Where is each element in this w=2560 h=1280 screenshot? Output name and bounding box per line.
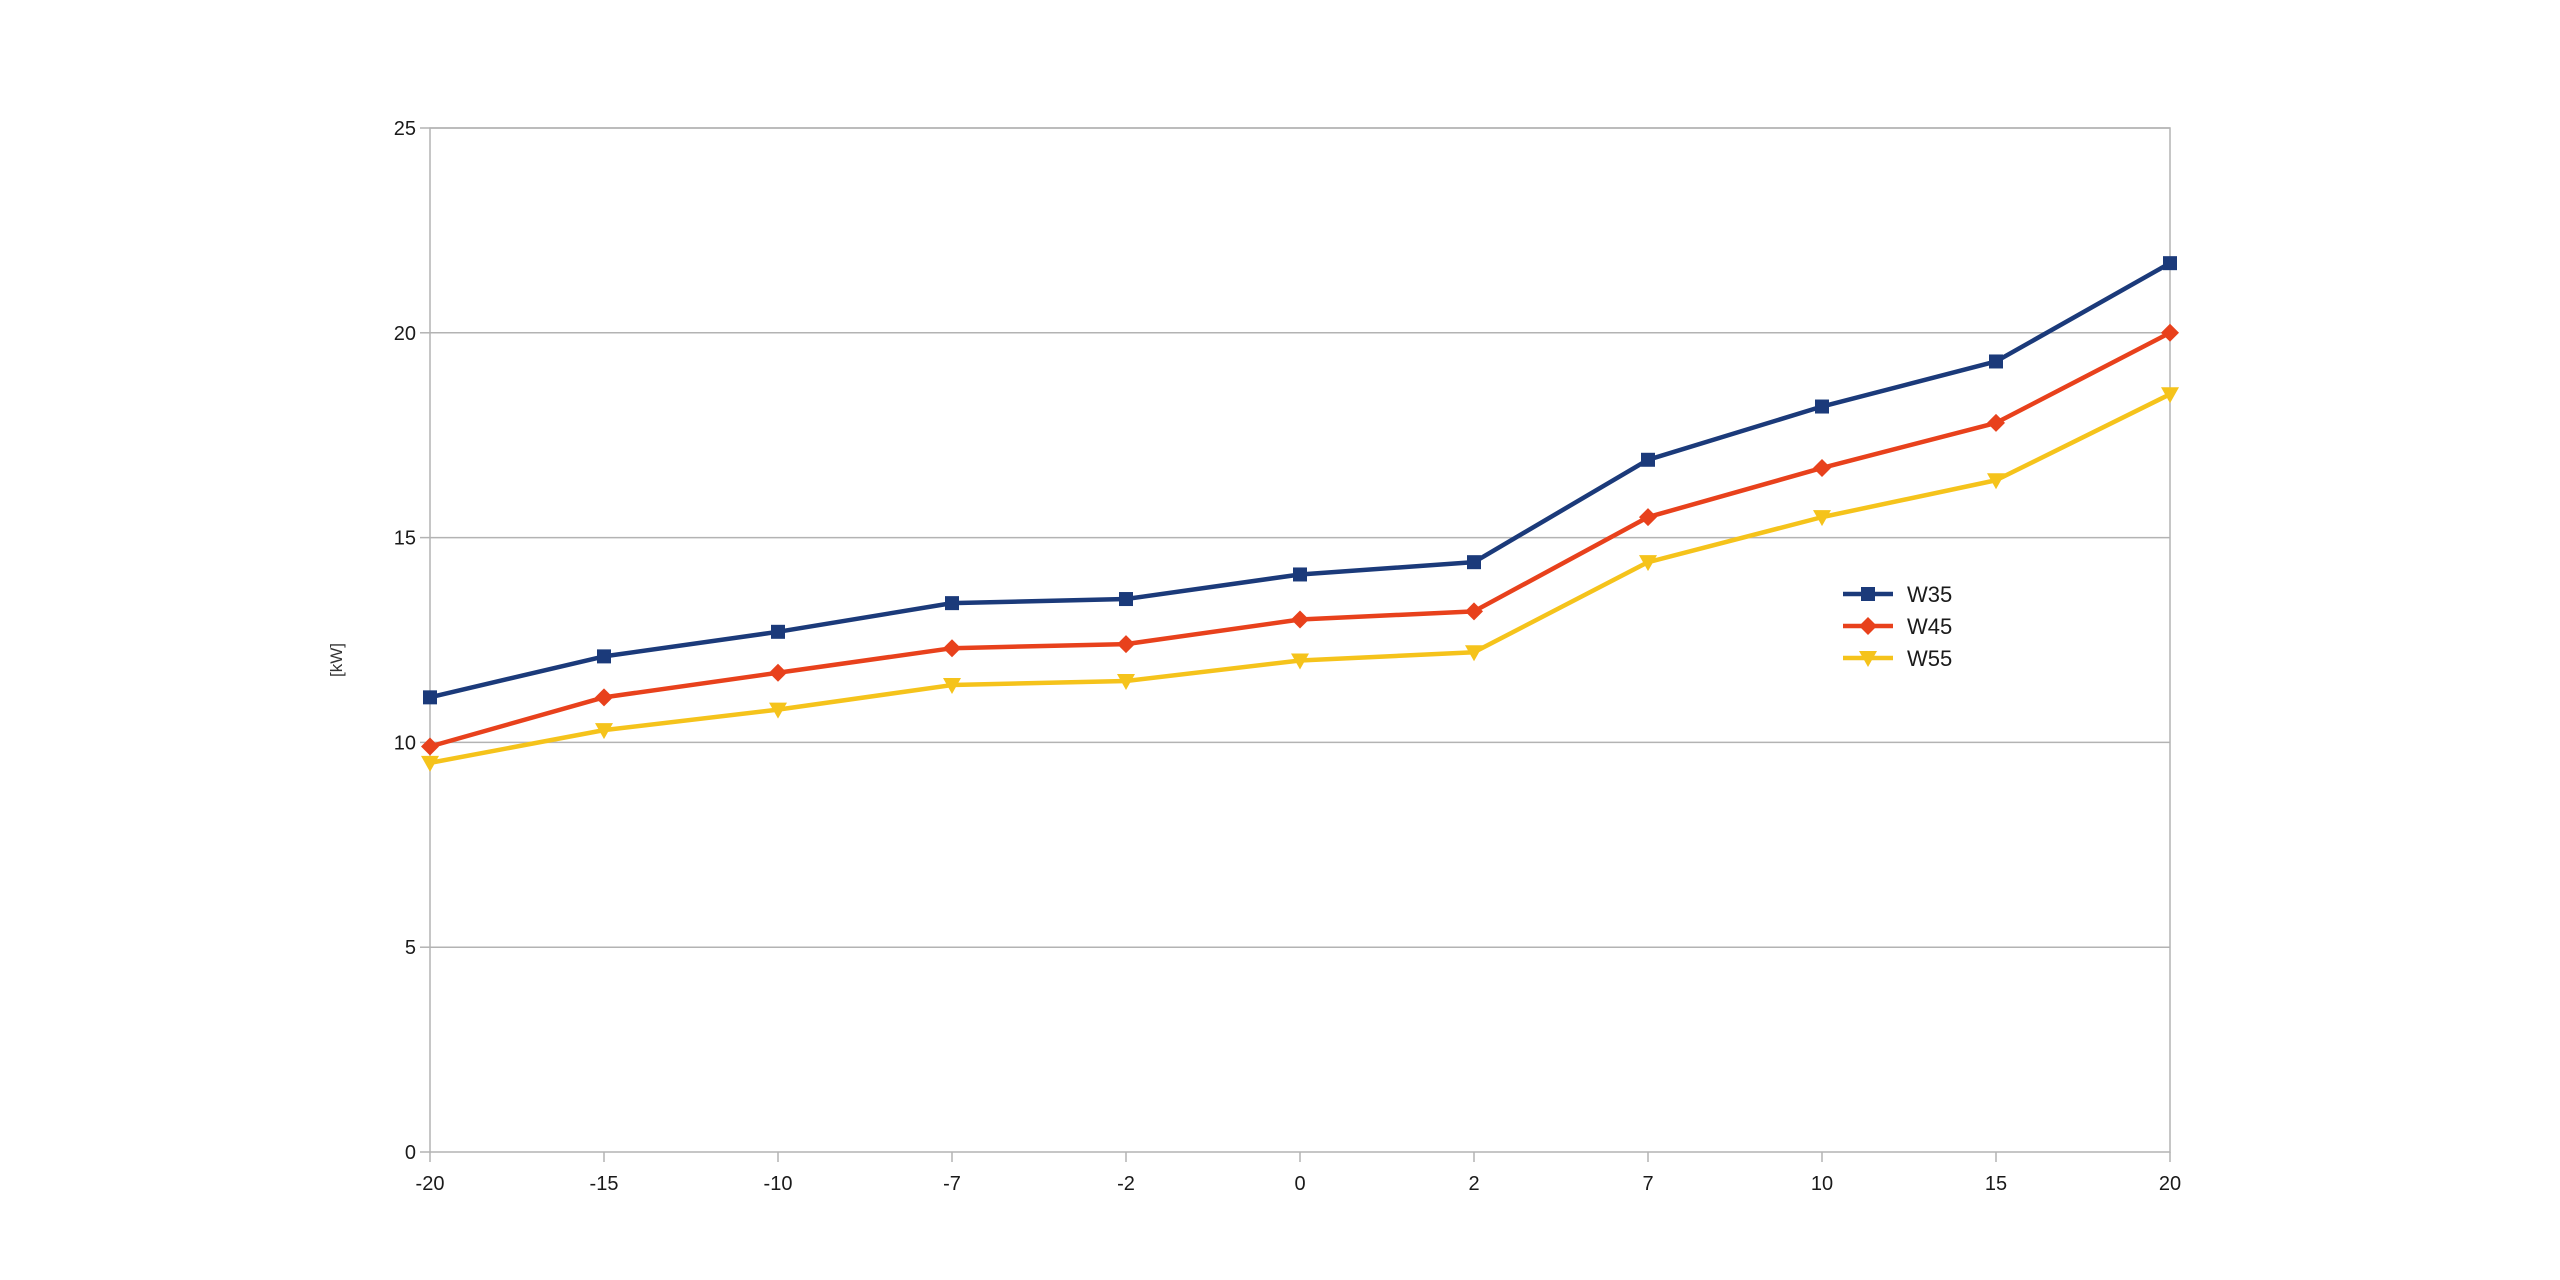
data-point: [1467, 555, 1481, 570]
x-tick-label: 10: [1811, 1173, 1833, 1195]
data-point: [1293, 567, 1307, 582]
data-point: [2161, 387, 2179, 404]
data-point: [1291, 653, 1309, 670]
x-tick-label: 15: [1985, 1173, 2007, 1195]
data-point: [1987, 473, 2005, 490]
y-tick-label: 15: [394, 528, 416, 550]
series-w45: [421, 323, 2179, 756]
legend-label: W45: [1907, 614, 1952, 639]
y-tick-label: 20: [394, 323, 416, 345]
x-tick-label: 0: [1294, 1173, 1305, 1195]
data-point: [1813, 510, 1831, 527]
data-point: [1639, 508, 1657, 527]
data-point: [1987, 413, 2005, 432]
data-point: [2161, 323, 2179, 342]
data-point: [1815, 399, 1829, 414]
x-tick-label: -20: [416, 1173, 445, 1195]
data-point: [769, 663, 787, 682]
legend-item-w55: W55: [1843, 646, 1952, 671]
data-point: [597, 649, 611, 664]
y-tick-label: 0: [405, 1142, 416, 1164]
data-point: [769, 702, 787, 719]
data-point: [1813, 458, 1831, 477]
y-tick-label: 5: [405, 937, 416, 959]
data-point: [1117, 635, 1135, 654]
legend-label: W55: [1907, 646, 1952, 671]
y-tick-labels: 0 5 10 15 20 25: [394, 118, 416, 1164]
data-point: [945, 596, 959, 611]
data-point: [1641, 452, 1655, 467]
x-tick-label: 2: [1468, 1173, 1479, 1195]
data-point: [943, 639, 961, 658]
data-point: [771, 624, 785, 639]
data-point: [1465, 645, 1483, 662]
legend: W35 W45 W55: [1843, 582, 1952, 671]
x-tick-label: -15: [590, 1173, 619, 1195]
data-point: [595, 688, 613, 707]
y-axis-title: [kW]: [327, 643, 346, 677]
x-tick-label: -2: [1117, 1173, 1135, 1195]
legend-label: W35: [1907, 582, 1952, 607]
legend-item-w45: W45: [1843, 614, 1952, 639]
legend-swatch-marker: [1861, 587, 1875, 601]
data-point: [421, 737, 439, 756]
data-point: [1291, 610, 1309, 629]
x-tick-label: -7: [943, 1173, 961, 1195]
x-tick-label: -10: [764, 1173, 793, 1195]
axes: [420, 127, 2171, 1162]
series-w35: [423, 256, 2177, 705]
x-tick-label: 7: [1642, 1173, 1653, 1195]
legend-swatch-marker: [1859, 617, 1877, 635]
series-layer: [421, 256, 2179, 772]
data-point: [423, 690, 437, 705]
y-tick-label: 10: [394, 732, 416, 754]
data-point: [595, 723, 613, 740]
legend-item-w35: W35: [1843, 582, 1952, 607]
data-point: [421, 755, 439, 772]
series-w55: [421, 387, 2179, 772]
data-point: [943, 678, 961, 695]
legend-swatch-marker: [1859, 651, 1877, 667]
data-point: [1117, 673, 1135, 690]
x-tick-label: 20: [2159, 1173, 2181, 1195]
data-point: [2163, 256, 2177, 271]
data-point: [1989, 354, 2003, 369]
data-point: [1119, 592, 1133, 607]
x-tick-labels: -20 -15 -10 -7 -2 0 2 7 10 15 20: [416, 1173, 2182, 1195]
y-tick-label: 25: [394, 118, 416, 140]
data-point: [1465, 602, 1483, 621]
data-point: [1639, 555, 1657, 572]
